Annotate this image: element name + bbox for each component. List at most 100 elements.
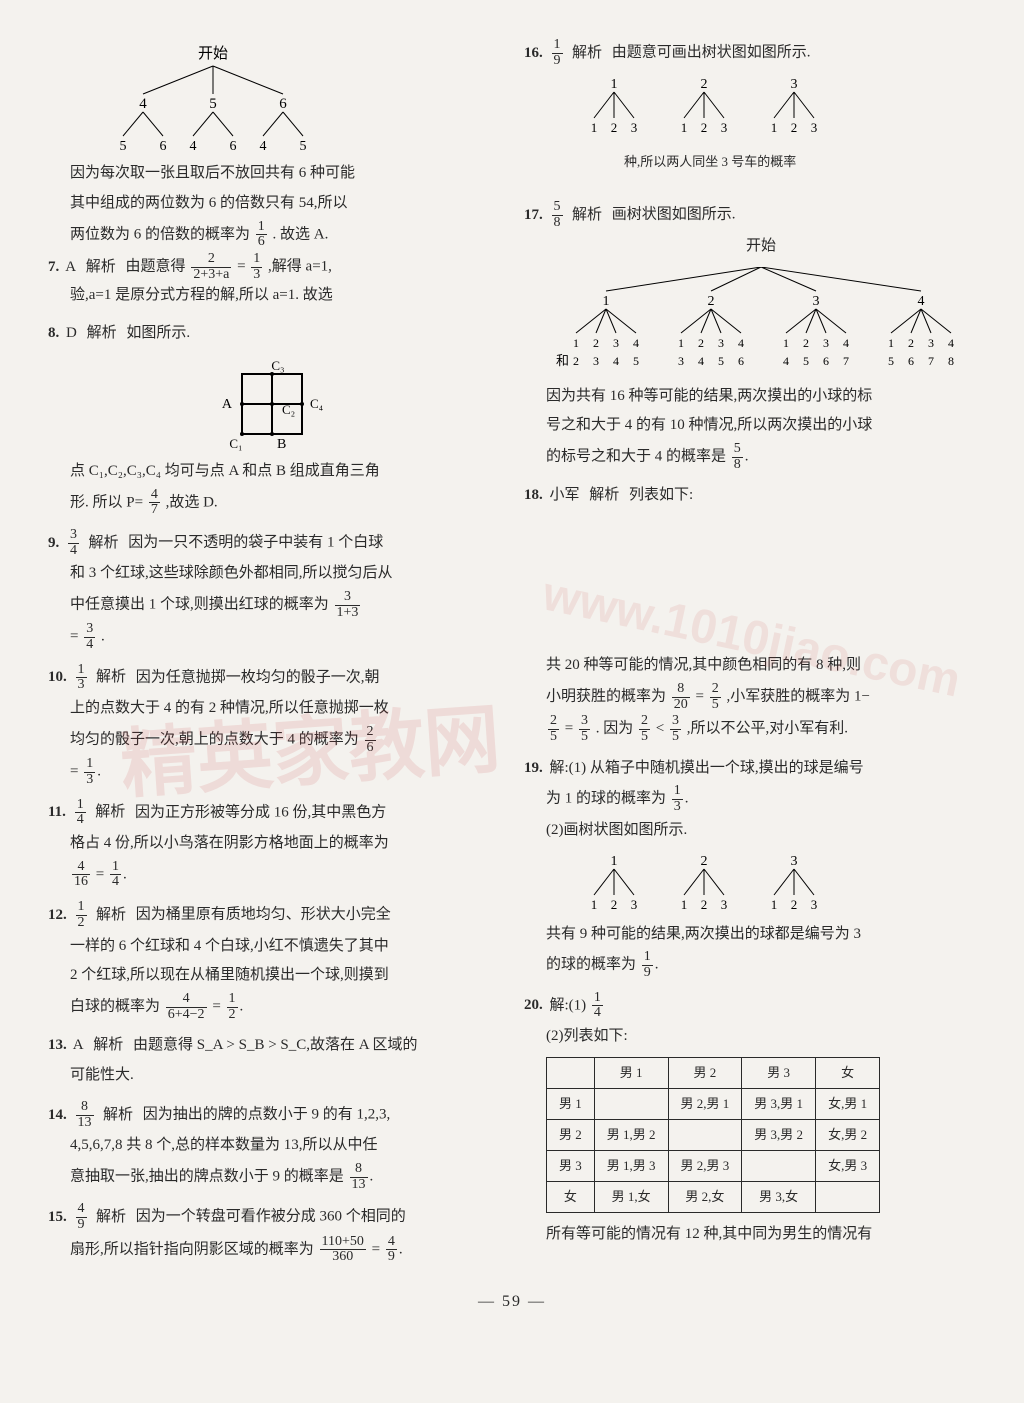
svg-text:7: 7: [843, 354, 849, 368]
svg-text:2: 2: [698, 336, 704, 350]
table-q20: 男 1男 2男 3女男 1男 2,男 1男 3,男 1女,男 1男 2男 1,男…: [546, 1057, 976, 1213]
q15: 15. 49 解析 因为一个转盘可看作被分成 360 个相同的 扇形,所以指针指…: [48, 1202, 496, 1265]
svg-text:A: A: [222, 397, 233, 412]
q14: 14. 813 解析 因为抽出的牌的点数小于 9 的有 1,2,3, 4,5,6…: [48, 1100, 496, 1193]
q18: 18. 小军 解析 列表如下: 共 20 种等可能的情况,其中颜色相同的有 8 …: [524, 482, 976, 744]
svg-text:4: 4: [139, 96, 147, 112]
q16: 16. 19 解析 由题意可画出树状图如图所示. 1 2 3: [524, 38, 976, 174]
svg-text:3: 3: [811, 120, 818, 135]
q17: 17. 58 解析 画树状图如图所示. 开始 1 2 3 4: [524, 200, 976, 472]
svg-text:3: 3: [721, 120, 728, 135]
q7: 7. A 解析 由题意得 22+3+a = 13 ,解得 a=1, 验,a=1 …: [48, 252, 496, 310]
svg-text:4: 4: [190, 139, 197, 154]
svg-text:3: 3: [791, 854, 798, 869]
svg-text:6: 6: [230, 139, 237, 154]
svg-text:1: 1: [771, 120, 778, 135]
svg-text:1: 1: [681, 897, 688, 912]
svg-text:3: 3: [678, 354, 684, 368]
svg-text:5: 5: [718, 354, 724, 368]
q6-line3: 两位数为 6 的倍数的概率为 16 . 故选 A.: [70, 220, 496, 250]
svg-text:5: 5: [209, 96, 217, 112]
svg-text:3: 3: [791, 77, 798, 92]
svg-text:1: 1: [771, 897, 778, 912]
q19: 19. 解:(1) 从箱子中随机摸出一个球,摸出的球是编号 为 1 的球的概率为…: [524, 755, 976, 981]
svg-text:3: 3: [593, 354, 599, 368]
svg-text:2: 2: [791, 120, 798, 135]
svg-text:4: 4: [260, 139, 267, 154]
svg-text:2: 2: [573, 354, 579, 368]
svg-text:3: 3: [721, 897, 728, 912]
svg-text:C₂: C₂: [282, 402, 295, 417]
left-column: 开始 4 5 6 5 6 4 6 4 5 因为每次取一张且取后不放回共有 6 种…: [48, 38, 496, 1275]
svg-text:3: 3: [613, 336, 619, 350]
svg-text:1: 1: [603, 294, 610, 309]
q20: 20. 解:(1) 14 (2)列表如下: 男 1男 2男 3女男 1男 2,男…: [524, 991, 976, 1249]
svg-text:2: 2: [701, 854, 708, 869]
svg-text:2: 2: [908, 336, 914, 350]
q10: 10. 13 解析 因为任意抛掷一枚均匀的骰子一次,朝 上的点数大于 4 的有 …: [48, 663, 496, 788]
svg-text:4: 4: [783, 354, 789, 368]
svg-text:3: 3: [928, 336, 934, 350]
svg-text:C₄: C₄: [310, 396, 324, 411]
two-columns: 开始 4 5 6 5 6 4 6 4 5 因为每次取一张且取后不放回共有 6 种…: [48, 38, 976, 1275]
svg-text:7: 7: [928, 354, 934, 368]
svg-text:1: 1: [681, 120, 688, 135]
page-root: 精英家教网 www.1010jiao.com 开始 4 5 6 5 6 4: [0, 0, 1024, 1403]
svg-text:2: 2: [803, 336, 809, 350]
svg-text:5: 5: [803, 354, 809, 368]
svg-text:3: 3: [631, 120, 638, 135]
svg-text:4: 4: [613, 354, 619, 368]
tree-q19: 1 2 3 1 2 3 1: [564, 851, 976, 915]
svg-text:6: 6: [908, 354, 914, 368]
frac: 16: [256, 220, 267, 250]
svg-text:4: 4: [948, 336, 954, 350]
q9: 9. 34 解析 因为一只不透明的袋子中装有 1 个白球 和 3 个红球,这些球…: [48, 528, 496, 653]
svg-text:和: 和: [556, 353, 569, 368]
svg-text:3: 3: [718, 336, 724, 350]
svg-text:2: 2: [701, 77, 708, 92]
q11: 11. 14 解析 因为正方形被等分成 16 份,其中黑色方 格占 4 份,所以…: [48, 798, 496, 891]
tree-root-label: 开始: [198, 45, 228, 62]
tree-q16: 1 2 3 1 2 3 1: [564, 74, 976, 144]
svg-text:2: 2: [791, 897, 798, 912]
svg-text:2: 2: [708, 294, 715, 309]
svg-text:6: 6: [738, 354, 744, 368]
svg-text:4: 4: [918, 294, 925, 309]
svg-text:1: 1: [591, 120, 598, 135]
svg-text:1: 1: [591, 897, 598, 912]
svg-text:5: 5: [888, 354, 894, 368]
svg-text:1: 1: [783, 336, 789, 350]
svg-text:C₁: C₁: [229, 436, 242, 451]
q6-line2: 其中组成的两位数为 6 的倍数只有 54,所以: [70, 190, 496, 218]
svg-text:6: 6: [160, 139, 167, 154]
svg-text:2: 2: [593, 336, 599, 350]
pairing-table: 男 1男 2男 3女男 1男 2,男 1男 3,男 1女,男 1男 2男 1,男…: [546, 1057, 880, 1213]
square-diagram: A B C₁ C₂ C₃ C₄: [202, 354, 342, 454]
svg-text:4: 4: [633, 336, 639, 350]
svg-text:3: 3: [631, 897, 638, 912]
q12: 12. 12 解析 因为桶里原有质地均匀、形状大小完全 一样的 6 个红球和 4…: [48, 900, 496, 1022]
svg-text:1: 1: [611, 854, 618, 869]
svg-text:3: 3: [811, 897, 818, 912]
svg-text:1: 1: [611, 77, 618, 92]
svg-text:2: 2: [611, 897, 618, 912]
svg-text:3: 3: [813, 294, 820, 309]
svg-text:1: 1: [573, 336, 579, 350]
svg-text:B: B: [277, 437, 286, 452]
q13: 13. A 解析 由题意得 S_A > S_B > S_C,故落在 A 区域的 …: [48, 1032, 496, 1090]
svg-text:2: 2: [701, 897, 708, 912]
svg-text:5: 5: [633, 354, 639, 368]
page-number: — 59 —: [48, 1293, 976, 1311]
q8: 8. D 解析 如图所示. A B C₁ C₂ C₃ C₄: [48, 320, 496, 518]
q6-line1: 因为每次取一张且取后不放回共有 6 种可能: [70, 160, 496, 188]
svg-text:1: 1: [888, 336, 894, 350]
svg-text:2: 2: [611, 120, 618, 135]
svg-text:8: 8: [948, 354, 954, 368]
svg-text:C₃: C₃: [271, 358, 284, 373]
svg-text:6: 6: [279, 96, 287, 112]
svg-text:4: 4: [738, 336, 744, 350]
right-column: 16. 19 解析 由题意可画出树状图如图所示. 1 2 3: [524, 38, 976, 1275]
svg-text:4: 4: [843, 336, 849, 350]
svg-text:1: 1: [678, 336, 684, 350]
svg-text:6: 6: [823, 354, 829, 368]
